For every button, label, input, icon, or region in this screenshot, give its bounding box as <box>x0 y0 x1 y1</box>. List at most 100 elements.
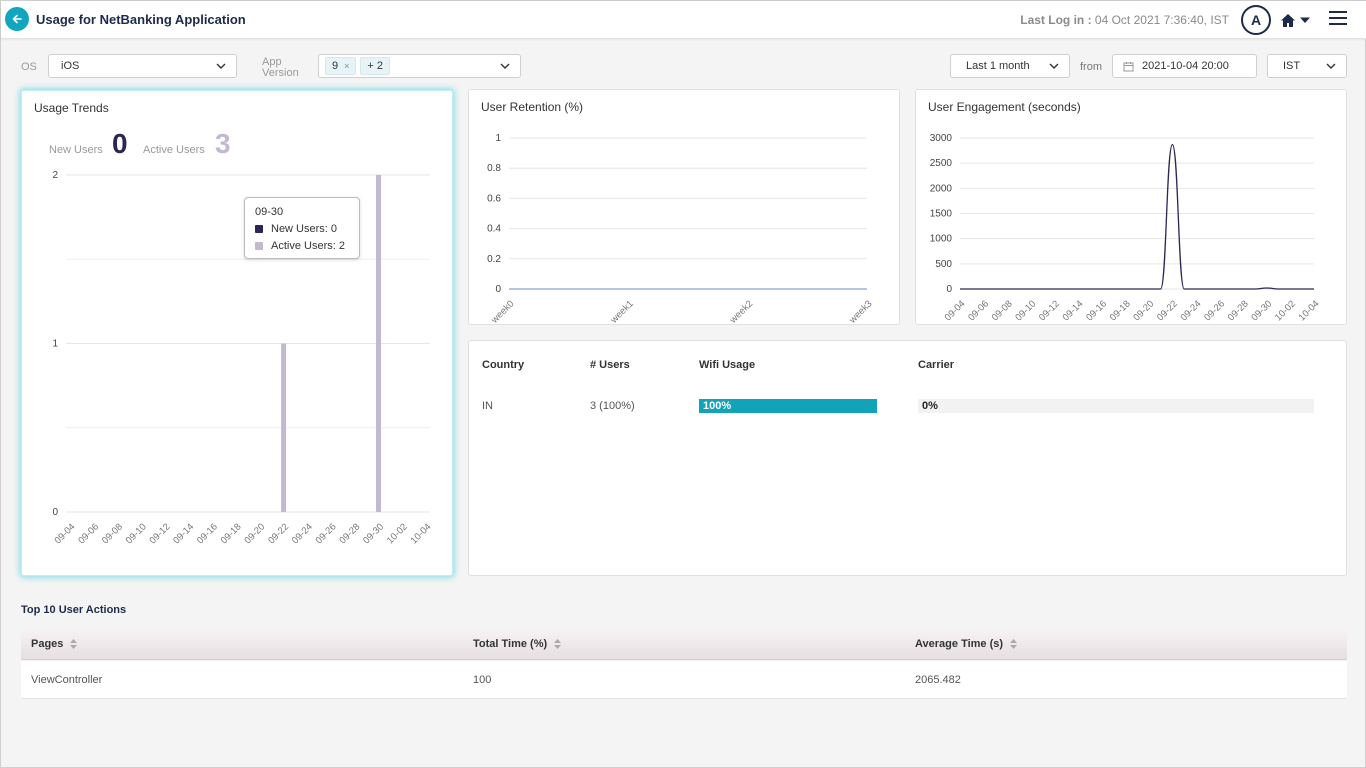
os-select[interactable]: iOS <box>48 54 237 78</box>
x-tick-label: 09-10 <box>124 521 149 546</box>
back-button[interactable] <box>5 7 29 31</box>
x-tick-label: 10-02 <box>385 521 410 546</box>
chevron-down-icon <box>1049 63 1059 69</box>
caret-down-icon <box>1300 17 1310 23</box>
from-label: from <box>1080 61 1102 73</box>
x-tick-label: 09-04 <box>53 521 78 546</box>
y-tick-label: 0 <box>946 284 952 295</box>
user-engagement-title: User Engagement (seconds) <box>928 100 1081 114</box>
y-tick-label: 0 <box>52 507 58 518</box>
x-tick-label: 09-18 <box>219 521 244 546</box>
new-users-value: 0 <box>112 128 128 159</box>
user-engagement-card: User Engagement (seconds) 0 500 1000 1500 20… <box>915 89 1347 325</box>
total-time-cell: 100 <box>473 674 492 686</box>
y-tick-label: 0.8 <box>487 163 501 174</box>
avatar[interactable]: A <box>1241 5 1271 35</box>
x-tick-label: 09-28 <box>337 521 362 546</box>
carrier-usage-text: 0% <box>922 400 938 412</box>
y-tick-label: 1000 <box>930 234 953 245</box>
y-tick-label: 500 <box>935 259 952 270</box>
x-tick-label: 09-18 <box>1108 298 1133 323</box>
x-tick-label: week2 <box>727 298 755 324</box>
usage-trends-card[interactable]: Usage Trends New Users 0 Active Users 3 … <box>21 90 453 576</box>
top-actions-header: Pages Total Time (%) Average Time (s) <box>21 628 1347 660</box>
active-users-bar <box>376 175 382 512</box>
app-version-label: App Version <box>262 57 299 79</box>
version-chip-label: 9 <box>332 60 339 72</box>
y-tick-label: 0.2 <box>487 254 501 265</box>
tooltip-active-users: Active Users: 2 <box>271 240 345 252</box>
x-tick-label: 09-04 <box>943 298 968 323</box>
x-tick-label: 09-06 <box>966 298 991 323</box>
active-users-value: 3 <box>215 128 231 159</box>
user-retention-title: User Retention (%) <box>481 100 584 114</box>
table-row[interactable]: ViewController 100 2065.482 <box>21 661 1347 699</box>
home-menu-button[interactable] <box>1280 10 1314 30</box>
x-tick-label: 09-12 <box>1037 298 1062 323</box>
country-header: Country <box>482 359 525 371</box>
sort-icon <box>554 639 562 649</box>
chip-remove-icon[interactable]: × <box>344 61 350 71</box>
wifi-usage-bar: 100% <box>699 399 877 413</box>
pages-column-header[interactable]: Pages <box>31 638 78 650</box>
user-retention-card: User Retention (%) 0 0.2 0.4 0.6 0.8 1 week0 we… <box>468 89 900 325</box>
usage-trends-chart: 01209-0409-0609-0809-1009-1209-1409-1609… <box>52 170 433 546</box>
country-usage-card: Country # Users Wifi Usage Carrier IN 3 … <box>468 340 1347 576</box>
from-date-input[interactable]: 2021-10-04 20:00 <box>1112 54 1257 78</box>
x-tick-label: 09-14 <box>171 521 196 546</box>
wifi-header: Wifi Usage <box>699 359 756 371</box>
total-time-header-label: Total Time (%) <box>473 638 548 650</box>
app-version-select[interactable]: 9 × + 2 <box>318 54 521 78</box>
x-tick-label: 09-22 <box>266 521 291 546</box>
average-time-column-header[interactable]: Average Time (s) <box>915 638 1018 650</box>
users-header: # Users <box>590 359 630 371</box>
average-time-cell: 2065.482 <box>915 674 961 686</box>
active-users-bar <box>281 343 287 512</box>
x-tick-label: 09-16 <box>1084 298 1109 323</box>
y-tick-label: 2500 <box>930 158 953 169</box>
home-icon <box>1281 13 1295 27</box>
sort-icon <box>1010 639 1018 649</box>
x-tick-label: 09-24 <box>1179 298 1204 323</box>
wifi-usage-fill <box>699 399 877 413</box>
x-tick-label: 09-30 <box>1249 298 1274 323</box>
usage-trends-title: Usage Trends <box>34 101 109 115</box>
y-tick-label: 1 <box>52 339 58 350</box>
top-actions-title: Top 10 User Actions <box>21 604 127 616</box>
carrier-usage-bar: 0% <box>918 399 1314 413</box>
chevron-down-icon <box>1326 63 1336 69</box>
x-tick-label: 09-06 <box>76 521 101 546</box>
total-time-column-header[interactable]: Total Time (%) <box>473 638 562 650</box>
y-tick-label: 0.4 <box>487 224 501 235</box>
hamburger-menu-icon[interactable] <box>1329 11 1347 27</box>
version-more-chip[interactable]: + 2 <box>360 57 390 75</box>
calendar-icon <box>1123 61 1134 71</box>
chart-tooltip: 09-30 New Users: 0 Active Users: 2 <box>244 197 360 259</box>
version-chip[interactable]: 9 × <box>325 57 357 75</box>
users-cell: 3 (100%) <box>590 400 635 412</box>
last-login-label: Last Log in : <box>1020 13 1092 27</box>
wifi-usage-text: 100% <box>703 400 732 412</box>
last-login-value: 04 Oct 2021 7:36:40, IST <box>1094 13 1229 27</box>
tooltip-new-users: New Users: 0 <box>271 223 338 235</box>
last-login: Last Log in : 04 Oct 2021 7:36:40, IST <box>1020 13 1229 27</box>
x-tick-label: 09-20 <box>1131 298 1156 323</box>
x-tick-label: 09-26 <box>314 521 339 546</box>
timezone-value: IST <box>1283 60 1301 72</box>
top-bar: Usage for NetBanking Application Last Lo… <box>1 1 1366 39</box>
page-title: Usage for NetBanking Application <box>36 12 246 27</box>
timezone-select[interactable]: IST <box>1267 54 1347 78</box>
os-value: iOS <box>61 60 80 72</box>
y-tick-label: 0 <box>495 284 501 295</box>
x-tick-label: 09-22 <box>1155 298 1180 323</box>
range-select[interactable]: Last 1 month <box>950 54 1070 78</box>
x-tick-label: 10-04 <box>1297 298 1322 323</box>
x-tick-label: 10-02 <box>1273 298 1298 323</box>
new-users-swatch <box>255 225 263 233</box>
x-tick-label: 09-12 <box>147 521 172 546</box>
y-tick-label: 3000 <box>930 133 953 144</box>
y-tick-label: 0.6 <box>487 193 501 204</box>
x-tick-label: 09-08 <box>100 521 125 546</box>
pages-header-label: Pages <box>31 638 64 650</box>
from-date-value: 2021-10-04 20:00 <box>1142 60 1229 72</box>
